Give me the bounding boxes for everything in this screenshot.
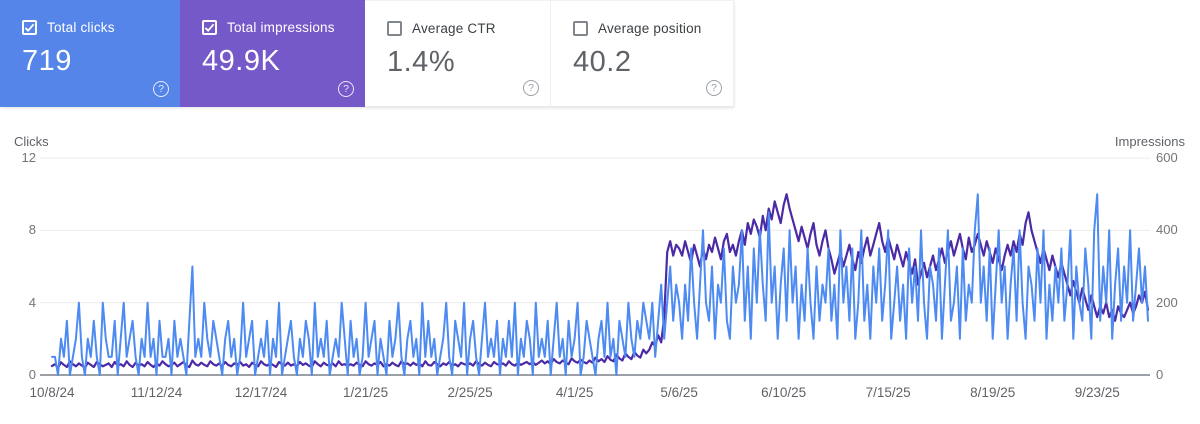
metric-card-header: Total clicks bbox=[22, 20, 160, 35]
left-axis-tick: 12 bbox=[21, 150, 36, 165]
help-icon[interactable]: ? bbox=[523, 80, 539, 96]
help-icon[interactable]: ? bbox=[338, 81, 354, 97]
metric-card-total-impressions[interactable]: Total impressions 49.9K ? bbox=[180, 0, 365, 107]
metric-label: Total clicks bbox=[47, 20, 115, 35]
metric-card-header: Average CTR bbox=[387, 21, 530, 36]
left-axis-tick: 0 bbox=[28, 367, 36, 382]
x-axis-date-tick: 11/12/24 bbox=[130, 385, 183, 400]
metric-value: 719 bbox=[22, 45, 72, 77]
checkmark-icon bbox=[204, 23, 215, 33]
x-axis-date-tick: 9/23/25 bbox=[1074, 385, 1120, 400]
performance-chart[interactable] bbox=[0, 134, 1200, 424]
help-icon[interactable]: ? bbox=[706, 80, 722, 96]
checkbox-checked-icon[interactable] bbox=[22, 20, 37, 35]
metric-label: Average position bbox=[598, 21, 702, 36]
right-axis-tick: 600 bbox=[1156, 150, 1178, 165]
help-icon[interactable]: ? bbox=[153, 81, 169, 97]
right-axis-tick: 400 bbox=[1156, 222, 1178, 238]
metric-card-average-position[interactable]: Average position 40.2 ? bbox=[550, 0, 734, 107]
metric-label: Average CTR bbox=[412, 21, 496, 36]
metric-value: 49.9K bbox=[202, 45, 281, 77]
left-axis-tick: 4 bbox=[28, 294, 36, 310]
checkbox-unchecked-icon[interactable] bbox=[387, 21, 402, 36]
checkmark-icon bbox=[24, 23, 35, 33]
clicks-line bbox=[51, 193, 1149, 376]
right-axis-tick: 200 bbox=[1156, 294, 1178, 310]
metric-value: 1.4% bbox=[387, 46, 456, 78]
x-axis-date-tick: 1/21/25 bbox=[343, 385, 389, 400]
x-axis-date-tick: 5/6/25 bbox=[660, 385, 698, 400]
impressions-line bbox=[50, 193, 1150, 369]
metrics-bar: Total clicks 719 ? Total impressions 49.… bbox=[0, 0, 734, 107]
left-axis-title: Clicks bbox=[14, 134, 49, 149]
metric-card-header: Total impressions bbox=[202, 20, 345, 35]
x-axis-date-tick: 10/8/24 bbox=[29, 385, 75, 400]
metric-card-header: Average position bbox=[573, 21, 713, 36]
x-axis-date-tick: 7/15/25 bbox=[865, 385, 911, 400]
metric-card-average-ctr[interactable]: Average CTR 1.4% ? bbox=[365, 0, 550, 107]
x-axis-date-tick: 4/1/25 bbox=[555, 385, 594, 400]
x-axis-date-tick: 2/25/25 bbox=[447, 385, 493, 400]
x-axis-date-tick: 8/19/25 bbox=[970, 385, 1016, 400]
metric-value: 40.2 bbox=[573, 46, 632, 78]
x-axis-date-tick: 6/10/25 bbox=[761, 385, 807, 400]
right-axis-title: Impressions bbox=[1114, 134, 1185, 149]
metric-label: Total impressions bbox=[227, 20, 335, 35]
metric-card-total-clicks[interactable]: Total clicks 719 ? bbox=[0, 0, 180, 107]
checkbox-checked-icon[interactable] bbox=[202, 20, 217, 35]
left-axis-tick: 8 bbox=[28, 222, 36, 238]
x-axis-date-tick: 12/17/24 bbox=[234, 385, 288, 400]
checkbox-unchecked-icon[interactable] bbox=[573, 21, 588, 36]
right-axis-tick: 0 bbox=[1156, 367, 1164, 382]
